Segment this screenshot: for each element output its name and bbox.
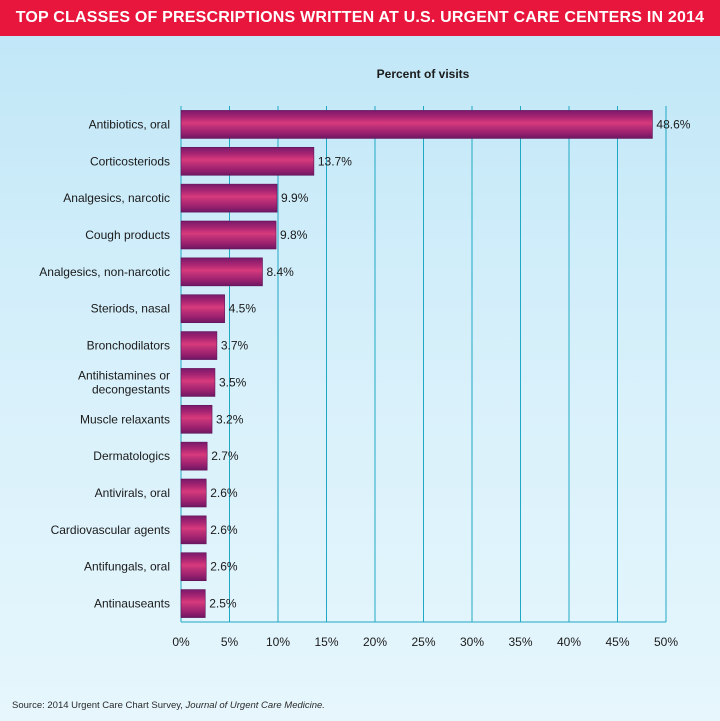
value-label: 4.5% bbox=[229, 302, 257, 316]
category-label: Steriods, nasal bbox=[91, 302, 170, 316]
bar bbox=[180, 257, 263, 287]
x-tick-label: 5% bbox=[221, 635, 239, 649]
x-tick-label: 10% bbox=[266, 635, 290, 649]
value-label: 2.7% bbox=[211, 449, 239, 463]
x-tick-label: 15% bbox=[314, 635, 338, 649]
chart-main-title: TOP CLASSES OF PRESCRIPTIONS WRITTEN AT … bbox=[15, 9, 705, 26]
category-labels: Antibiotics, oral Corticosteriods Analgesi… bbox=[39, 117, 170, 610]
value-labels: 48.6% 13.7% 9.9% 9.8% 8.4% 4.5% 3.7% 3.5% 3.2% 2.… bbox=[209, 117, 691, 610]
category-label: Corticosteriods bbox=[90, 154, 170, 168]
x-tick-label: 40% bbox=[557, 635, 581, 649]
value-label: 2.5% bbox=[209, 597, 237, 611]
bar bbox=[180, 146, 315, 176]
category-label: Dermatologics bbox=[93, 449, 170, 463]
bar bbox=[180, 552, 207, 582]
category-label: Antinauseants bbox=[94, 597, 170, 611]
bar bbox=[180, 220, 277, 250]
category-label: Antihistamines or bbox=[78, 368, 170, 382]
bar bbox=[180, 368, 216, 397]
category-label: Antibiotics, oral bbox=[89, 117, 170, 131]
source-note: Source: 2014 Urgent Care Chart Survey, J… bbox=[12, 700, 325, 711]
x-axis-ticks: 0% 5% 10% 15% 20% 25% 30% 35% 40% 45% 50% bbox=[172, 635, 678, 649]
value-label: 2.6% bbox=[210, 523, 238, 537]
value-label: 2.6% bbox=[210, 486, 238, 500]
value-label: 9.9% bbox=[281, 191, 309, 205]
category-label: decongestants bbox=[92, 382, 170, 396]
bar bbox=[180, 589, 206, 618]
bar bbox=[180, 294, 225, 324]
category-label: Bronchodilators bbox=[87, 339, 170, 353]
x-tick-label: 45% bbox=[605, 635, 629, 649]
value-label: 48.6% bbox=[656, 117, 690, 131]
axis-title: Percent of visits bbox=[377, 67, 470, 81]
category-label: Analgesics, non-narcotic bbox=[39, 265, 170, 279]
bar bbox=[180, 515, 207, 545]
category-label: Cardiovascular agents bbox=[51, 523, 170, 537]
value-label: 3.7% bbox=[221, 339, 249, 353]
bars bbox=[180, 110, 653, 618]
title-bar: TOP CLASSES OF PRESCRIPTIONS WRITTEN AT … bbox=[0, 0, 720, 36]
value-label: 13.7% bbox=[318, 154, 352, 168]
category-label: Antivirals, oral bbox=[95, 486, 170, 500]
x-tick-label: 30% bbox=[460, 635, 484, 649]
bar bbox=[180, 478, 207, 508]
grid-lines bbox=[180, 106, 667, 623]
category-label: Analgesics, narcotic bbox=[63, 191, 170, 205]
x-tick-label: 25% bbox=[411, 635, 435, 649]
x-tick-label: 35% bbox=[508, 635, 532, 649]
source-prefix: Source: 2014 Urgent Care Chart Survey, bbox=[12, 700, 186, 711]
category-label: Antifungals, oral bbox=[84, 560, 170, 574]
bar bbox=[180, 183, 278, 213]
bar-chart: Percent of visits Antibiotics, oral Corti… bbox=[39, 67, 691, 649]
category-label: Cough products bbox=[85, 228, 170, 242]
value-label: 8.4% bbox=[266, 265, 294, 279]
x-tick-label: 20% bbox=[363, 635, 387, 649]
value-label: 3.5% bbox=[219, 375, 247, 389]
x-tick-label: 0% bbox=[172, 635, 190, 649]
value-label: 2.6% bbox=[210, 560, 238, 574]
category-label: Muscle relaxants bbox=[80, 412, 170, 426]
bar bbox=[180, 331, 218, 360]
value-label: 9.8% bbox=[280, 228, 308, 242]
bar bbox=[180, 110, 653, 139]
x-tick-label: 50% bbox=[654, 635, 678, 649]
source-publication: Journal of Urgent Care Medicine. bbox=[185, 700, 325, 711]
bar bbox=[180, 404, 213, 434]
bar bbox=[180, 441, 208, 471]
value-label: 3.2% bbox=[216, 412, 244, 426]
